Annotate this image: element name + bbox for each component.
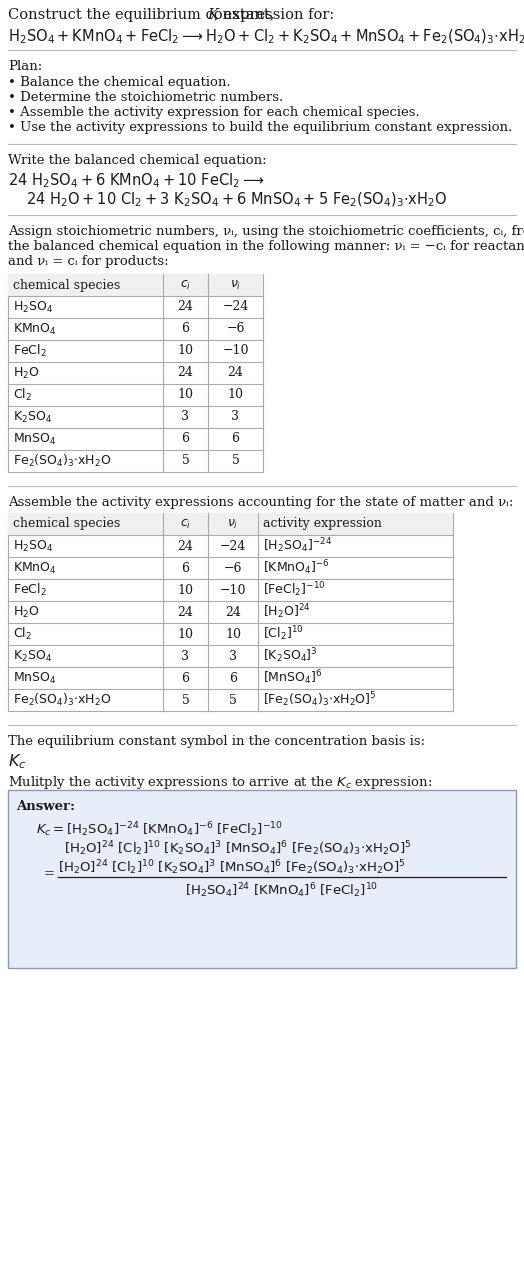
- Text: −24: −24: [220, 539, 246, 553]
- Text: 5: 5: [229, 693, 237, 706]
- Text: $\mathregular{[H_2SO_4]^{24}\ [KMnO_4]^{6}\ [FeCl_2]^{10}}$: $\mathregular{[H_2SO_4]^{24}\ [KMnO_4]^{…: [185, 881, 379, 900]
- Text: Answer:: Answer:: [16, 799, 75, 813]
- Text: =: =: [44, 867, 55, 881]
- Text: Assign stoichiometric numbers, νᵢ, using the stoichiometric coefficients, cᵢ, fr: Assign stoichiometric numbers, νᵢ, using…: [8, 225, 524, 238]
- Text: −6: −6: [226, 323, 245, 336]
- Bar: [8, 790, 516, 968]
- Text: $\mathregular{H_2SO_4}$: $\mathregular{H_2SO_4}$: [13, 539, 53, 553]
- Text: 3: 3: [232, 410, 239, 424]
- Text: $\mathregular{Fe_2(SO_4)_3{\cdot}xH_2O}$: $\mathregular{Fe_2(SO_4)_3{\cdot}xH_2O}$: [13, 692, 112, 707]
- Text: 3: 3: [181, 650, 190, 663]
- Text: • Determine the stoichiometric numbers.: • Determine the stoichiometric numbers.: [8, 91, 283, 103]
- Text: $\mathregular{H_2O}$: $\mathregular{H_2O}$: [13, 365, 40, 381]
- Text: $\mathregular{24\ H_2O + 10\ Cl_2 + 3\ K_2SO_4 + 6\ MnSO_4 + 5\ Fe_2(SO_4)_3{\cd: $\mathregular{24\ H_2O + 10\ Cl_2 + 3\ K…: [26, 192, 447, 209]
- Text: 24: 24: [178, 605, 193, 618]
- Text: $c_i$: $c_i$: [180, 278, 191, 291]
- Text: $\mathregular{[H_2O]^{24}}$: $\mathregular{[H_2O]^{24}}$: [263, 603, 311, 622]
- Text: −24: −24: [222, 300, 249, 313]
- Text: • Use the activity expressions to build the equilibrium constant expression.: • Use the activity expressions to build …: [8, 121, 512, 134]
- Text: $\mathregular{[FeCl_2]^{-10}}$: $\mathregular{[FeCl_2]^{-10}}$: [263, 581, 325, 599]
- Text: • Balance the chemical equation.: • Balance the chemical equation.: [8, 77, 231, 89]
- Text: 5: 5: [181, 693, 190, 706]
- Text: $\mathregular{Cl_2}$: $\mathregular{Cl_2}$: [13, 387, 32, 404]
- Bar: [8, 275, 263, 296]
- Text: 10: 10: [178, 627, 193, 641]
- Text: $\mathregular{KMnO_4}$: $\mathregular{KMnO_4}$: [13, 322, 57, 337]
- Text: $\mathregular{Cl_2}$: $\mathregular{Cl_2}$: [13, 626, 32, 642]
- Text: $\nu_i$: $\nu_i$: [230, 278, 241, 291]
- Text: 10: 10: [227, 388, 244, 401]
- Text: $\mathregular{[Cl_2]^{10}}$: $\mathregular{[Cl_2]^{10}}$: [263, 624, 304, 644]
- Text: $\mathregular{[MnSO_4]^{6}}$: $\mathregular{[MnSO_4]^{6}}$: [263, 669, 322, 687]
- Text: $\mathregular{[H_2O]^{24}\ [Cl_2]^{10}\ [K_2SO_4]^{3}\ [MnSO_4]^{6}\ [Fe_2(SO_4): $\mathregular{[H_2O]^{24}\ [Cl_2]^{10}\ …: [64, 839, 411, 858]
- Text: −10: −10: [220, 584, 246, 596]
- Text: and νᵢ = cᵢ for products:: and νᵢ = cᵢ for products:: [8, 255, 169, 268]
- Text: $\mathregular{K_2SO_4}$: $\mathregular{K_2SO_4}$: [13, 410, 52, 424]
- Text: 10: 10: [178, 584, 193, 596]
- Text: 24: 24: [227, 366, 244, 379]
- Text: $\mathregular{Fe_2(SO_4)_3{\cdot}xH_2O}$: $\mathregular{Fe_2(SO_4)_3{\cdot}xH_2O}$: [13, 453, 112, 469]
- Text: $\mathregular{[K_2SO_4]^{3}}$: $\mathregular{[K_2SO_4]^{3}}$: [263, 646, 318, 665]
- Text: 6: 6: [232, 433, 239, 446]
- Text: $\mathregular{FeCl_2}$: $\mathregular{FeCl_2}$: [13, 582, 47, 598]
- Text: $c_i$: $c_i$: [180, 517, 191, 530]
- Bar: [8, 513, 453, 535]
- Bar: [8, 275, 263, 472]
- Text: 6: 6: [181, 433, 190, 446]
- Text: , expression for:: , expression for:: [214, 8, 334, 22]
- Text: the balanced chemical equation in the following manner: νᵢ = −cᵢ for reactants: the balanced chemical equation in the fo…: [8, 240, 524, 253]
- Text: 10: 10: [178, 345, 193, 358]
- Text: $\mathregular{[Fe_2(SO_4)_3{\cdot}xH_2O]^{5}}$: $\mathregular{[Fe_2(SO_4)_3{\cdot}xH_2O]…: [263, 691, 377, 709]
- Text: Assemble the activity expressions accounting for the state of matter and νᵢ:: Assemble the activity expressions accoun…: [8, 495, 514, 510]
- Text: 6: 6: [181, 672, 190, 684]
- Text: 24: 24: [178, 366, 193, 379]
- Text: 6: 6: [181, 562, 190, 575]
- Text: 3: 3: [229, 650, 237, 663]
- Text: Plan:: Plan:: [8, 60, 42, 73]
- Text: $\mathregular{[H_2O]^{24}\ [Cl_2]^{10}\ [K_2SO_4]^{3}\ [MnSO_4]^{6}\ [Fe_2(SO_4): $\mathregular{[H_2O]^{24}\ [Cl_2]^{10}\ …: [58, 858, 406, 877]
- Text: chemical species: chemical species: [13, 278, 120, 291]
- Text: $\mathregular{MnSO_4}$: $\mathregular{MnSO_4}$: [13, 432, 57, 447]
- Text: 10: 10: [178, 388, 193, 401]
- Bar: [8, 513, 453, 711]
- Text: activity expression: activity expression: [263, 517, 382, 530]
- Text: $\mathregular{H_2SO_4}$: $\mathregular{H_2SO_4}$: [13, 299, 53, 314]
- Text: $\mathregular{KMnO_4}$: $\mathregular{KMnO_4}$: [13, 561, 57, 576]
- Text: 3: 3: [181, 410, 190, 424]
- Text: 24: 24: [178, 539, 193, 553]
- Text: 24: 24: [225, 605, 241, 618]
- Text: $K_c = \mathregular{[H_2SO_4]^{-24}\ [KMnO_4]^{-6}\ [FeCl_2]^{-10}}$: $K_c = \mathregular{[H_2SO_4]^{-24}\ [KM…: [36, 820, 283, 839]
- Text: $\mathregular{[KMnO_4]^{-6}}$: $\mathregular{[KMnO_4]^{-6}}$: [263, 558, 330, 577]
- Text: −10: −10: [222, 345, 249, 358]
- Text: $\mathregular{FeCl_2}$: $\mathregular{FeCl_2}$: [13, 344, 47, 359]
- Text: Write the balanced chemical equation:: Write the balanced chemical equation:: [8, 155, 267, 167]
- Text: $\mathregular{[H_2SO_4]^{-24}}$: $\mathregular{[H_2SO_4]^{-24}}$: [263, 536, 332, 555]
- Text: $\mathregular{MnSO_4}$: $\mathregular{MnSO_4}$: [13, 670, 57, 686]
- Text: K: K: [207, 8, 218, 22]
- Text: $\mathregular{H_2O}$: $\mathregular{H_2O}$: [13, 604, 40, 619]
- Text: The equilibrium constant symbol in the concentration basis is:: The equilibrium constant symbol in the c…: [8, 736, 425, 748]
- Text: $\mathregular{K_2SO_4}$: $\mathregular{K_2SO_4}$: [13, 649, 52, 664]
- Text: 6: 6: [229, 672, 237, 684]
- Text: 24: 24: [178, 300, 193, 313]
- Text: 5: 5: [232, 455, 239, 467]
- Text: $\nu_i$: $\nu_i$: [227, 517, 239, 530]
- Text: $K_c$: $K_c$: [8, 752, 26, 771]
- Text: $\mathregular{H_2SO_4 + KMnO_4 + FeCl_2 \longrightarrow H_2O + Cl_2 + K_2SO_4 + : $\mathregular{H_2SO_4 + KMnO_4 + FeCl_2 …: [8, 28, 524, 46]
- Text: −6: −6: [224, 562, 242, 575]
- Text: Mulitply the activity expressions to arrive at the $K_c$ expression:: Mulitply the activity expressions to arr…: [8, 774, 432, 790]
- Text: 10: 10: [225, 627, 241, 641]
- Text: • Assemble the activity expression for each chemical species.: • Assemble the activity expression for e…: [8, 106, 420, 119]
- Text: chemical species: chemical species: [13, 517, 120, 530]
- Text: $\mathregular{24\ H_2SO_4 + 6\ KMnO_4 + 10\ FeCl_2 \longrightarrow}$: $\mathregular{24\ H_2SO_4 + 6\ KMnO_4 + …: [8, 171, 265, 190]
- Text: Construct the equilibrium constant,: Construct the equilibrium constant,: [8, 8, 279, 22]
- Text: 5: 5: [181, 455, 190, 467]
- Text: 6: 6: [181, 323, 190, 336]
